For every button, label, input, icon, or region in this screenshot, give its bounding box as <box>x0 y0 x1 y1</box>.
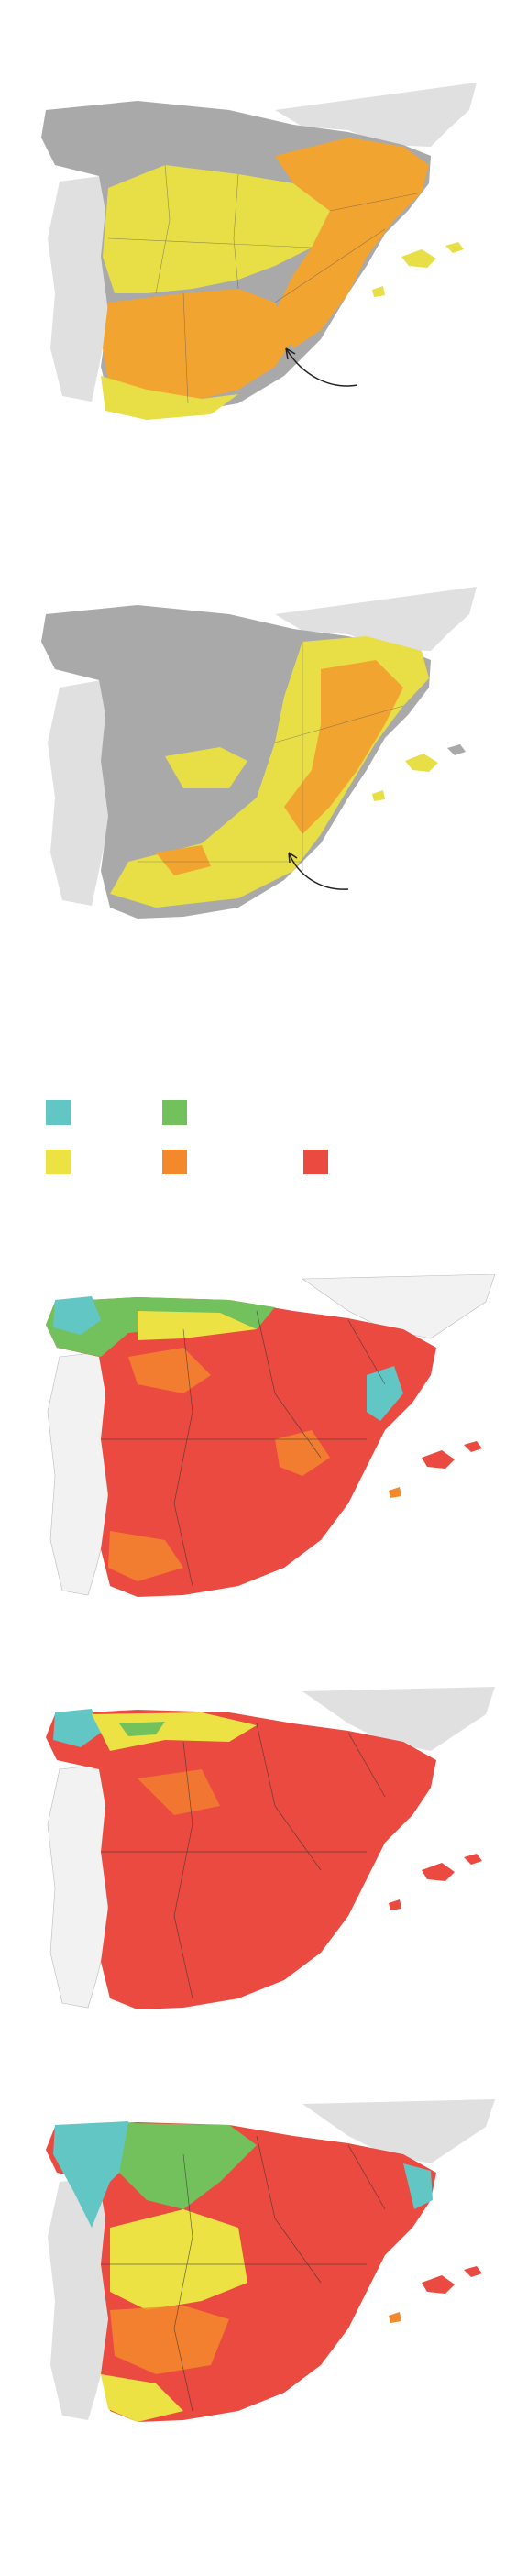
legend-swatch-green <box>162 1100 187 1125</box>
province-borders <box>107 164 423 404</box>
south-yellow <box>101 2374 183 2422</box>
east-teal <box>403 2163 433 2209</box>
north-yellow <box>92 1712 257 1751</box>
balearic-islands <box>422 1863 455 1881</box>
portugal-land <box>47 1764 111 2009</box>
north-teal <box>53 1709 101 1747</box>
orange-patch-2 <box>275 1430 330 1476</box>
annotation-arrow <box>285 347 358 387</box>
legend-swatch-yellow <box>46 1150 71 1174</box>
north-green <box>119 1722 165 1736</box>
legend-swatch-orange <box>162 1150 187 1174</box>
france-land <box>275 587 477 651</box>
orange-patch <box>138 1769 220 1815</box>
legend <box>0 1100 528 1210</box>
climate-map-current <box>0 1274 528 1623</box>
france-land <box>302 2099 495 2163</box>
balearic-islands <box>405 754 438 772</box>
france-land <box>302 1687 495 1751</box>
yellow-region <box>103 165 330 293</box>
orange-region-east <box>284 660 403 834</box>
france-land <box>302 1274 496 1339</box>
balearic-islands <box>422 2275 455 2294</box>
orange-patch-3 <box>108 1531 183 1581</box>
france-land <box>275 83 477 147</box>
north-green <box>119 2123 257 2209</box>
north-yellow <box>138 1311 257 1340</box>
climate-map-projection-a <box>0 1687 528 2035</box>
legend-swatch-teal <box>46 1100 71 1125</box>
orange-region-south <box>103 289 293 405</box>
center-orange <box>110 2306 229 2374</box>
region-borders <box>101 1723 386 1999</box>
yellow-south <box>101 376 238 420</box>
portugal-land <box>48 680 110 906</box>
portugal-land <box>47 1351 111 1596</box>
yellow-region-center <box>165 747 248 788</box>
portugal-land <box>48 176 110 402</box>
region-borders <box>101 1310 386 1587</box>
annotation-arrow <box>288 852 349 890</box>
province-map-2 <box>0 559 528 926</box>
north-teal <box>53 2121 138 2228</box>
province-map-1 <box>0 73 528 440</box>
balearic-islands <box>402 249 436 268</box>
orange-patch-1 <box>128 1348 211 1393</box>
east-teal <box>367 1366 403 1421</box>
orange-region-small <box>156 845 211 875</box>
legend-swatch-red <box>303 1150 328 1174</box>
orange-region-east <box>275 138 429 348</box>
spain-red <box>46 1710 436 2009</box>
province-borders <box>138 642 404 871</box>
portugal-land <box>48 2177 110 2420</box>
climate-map-projection-b <box>0 2099 528 2448</box>
region-borders <box>101 2135 386 2412</box>
north-teal <box>53 1296 101 1335</box>
center-yellow <box>110 2209 248 2310</box>
balearic-islands <box>422 1450 455 1469</box>
